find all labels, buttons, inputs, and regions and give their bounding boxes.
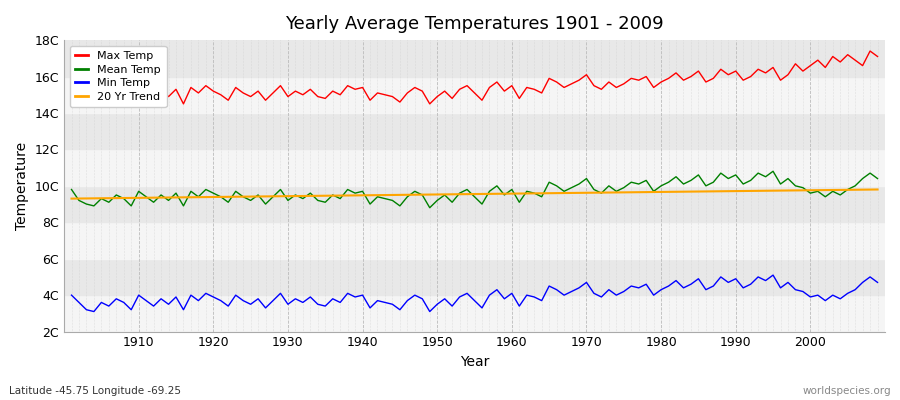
20 Yr Trend (499, 191, 509, 196)
Mean Temp (872, 176, 883, 181)
Min Temp (342, 291, 353, 296)
20 Yr Trend (335, 193, 346, 198)
Max Temp (604, 80, 615, 84)
Mean Temp (514, 200, 525, 205)
Max Temp (342, 83, 353, 88)
Max Temp (507, 83, 517, 88)
20 Yr Trend (290, 194, 301, 198)
Mean Temp (507, 187, 517, 192)
Max Temp (865, 49, 876, 54)
Bar (64, 113, 885, 150)
Bar (64, 40, 885, 76)
Max Temp (81, 102, 92, 106)
Line: Max Temp: Max Temp (71, 51, 878, 104)
Min Temp (133, 293, 144, 298)
20 Yr Trend (507, 191, 517, 196)
Bar (64, 259, 885, 295)
Bar (64, 150, 885, 186)
Min Temp (514, 304, 525, 308)
Mean Temp (126, 204, 137, 208)
Min Temp (66, 293, 77, 298)
Title: Yearly Average Temperatures 1901 - 2009: Yearly Average Temperatures 1901 - 2009 (285, 15, 664, 33)
Line: 20 Yr Trend: 20 Yr Trend (71, 190, 878, 198)
Text: Latitude -45.75 Longitude -69.25: Latitude -45.75 Longitude -69.25 (9, 386, 181, 396)
Mean Temp (768, 169, 778, 174)
Bar (64, 76, 885, 113)
Mean Temp (604, 184, 615, 188)
Mean Temp (66, 187, 77, 192)
Min Temp (88, 309, 99, 314)
Bar (64, 186, 885, 222)
20 Yr Trend (872, 187, 883, 192)
Max Temp (514, 96, 525, 101)
Y-axis label: Temperature: Temperature (15, 142, 29, 230)
Min Temp (768, 273, 778, 278)
20 Yr Trend (596, 190, 607, 195)
Line: Min Temp: Min Temp (71, 275, 878, 312)
Max Temp (872, 54, 883, 59)
Bar (64, 222, 885, 259)
20 Yr Trend (126, 196, 137, 200)
Text: worldspecies.org: worldspecies.org (803, 386, 891, 396)
Min Temp (298, 300, 309, 305)
Legend: Max Temp, Mean Temp, Min Temp, 20 Yr Trend: Max Temp, Mean Temp, Min Temp, 20 Yr Tre… (69, 46, 166, 107)
Mean Temp (424, 205, 435, 210)
Max Temp (66, 92, 77, 97)
Min Temp (604, 287, 615, 292)
Bar (64, 295, 885, 332)
20 Yr Trend (66, 196, 77, 201)
Min Temp (872, 280, 883, 285)
Mean Temp (290, 192, 301, 197)
Max Temp (133, 85, 144, 90)
X-axis label: Year: Year (460, 355, 490, 369)
Min Temp (507, 291, 517, 296)
Max Temp (298, 92, 309, 97)
Mean Temp (335, 196, 346, 201)
Line: Mean Temp: Mean Temp (71, 171, 878, 208)
